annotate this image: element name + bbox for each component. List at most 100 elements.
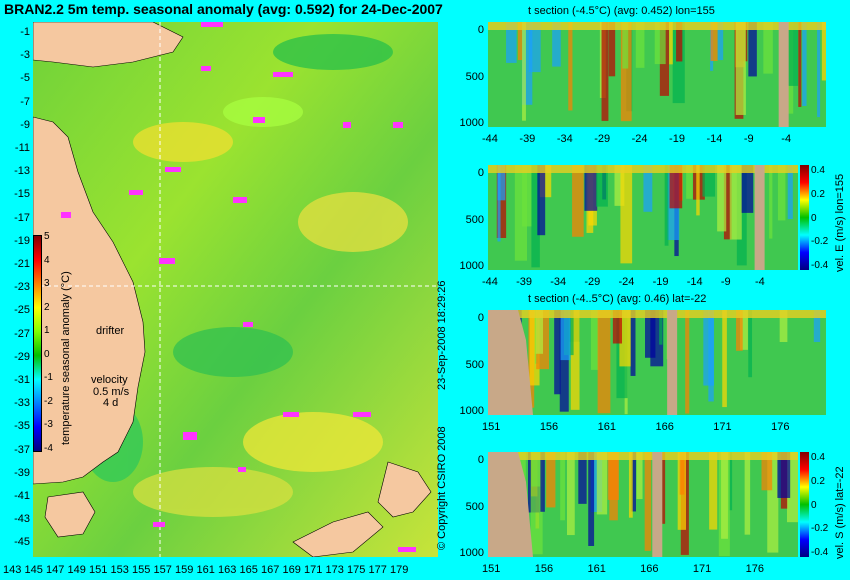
velocity-scale-speed: 0.5 m/s: [93, 386, 130, 398]
section-x-tick: -34: [550, 276, 567, 288]
velocity-colorbar: [800, 165, 809, 270]
depth-tick: 500: [465, 213, 484, 226]
lat-label: -37: [14, 443, 30, 456]
lat-label: -35: [14, 420, 30, 433]
depth-tick: 1000: [459, 117, 484, 129]
section-plot: [488, 452, 798, 557]
lat-label: -11: [14, 142, 30, 154]
section-x-tick: -24: [618, 276, 635, 288]
lat-label: -17: [14, 211, 30, 224]
drifter-label: drifter: [96, 325, 125, 337]
lon-label: 149: [67, 564, 86, 576]
lon-label: 169: [282, 564, 301, 576]
section-x-tick: -44: [482, 276, 498, 288]
depth-tick: 500: [465, 70, 484, 83]
section-x-tick: -9: [720, 276, 731, 288]
section-x-tick: -39: [516, 276, 533, 288]
anomaly-map: [33, 22, 438, 557]
colorbar-tick: 2: [44, 301, 50, 313]
tasmania-land: [44, 491, 96, 538]
section-side-label: vel. E (m/s) lon=155: [834, 173, 846, 272]
lat-label: -7: [20, 95, 30, 108]
section-x-tick: 176: [745, 563, 764, 575]
lon-label: 161: [196, 564, 215, 576]
section-x-tick: -4: [754, 276, 765, 288]
colorbar-label: temperature seasonal anomaly (°C): [60, 271, 72, 445]
section-x-tick: 151: [482, 421, 501, 433]
depth-tick: 0: [477, 24, 484, 36]
new-guinea-land: [33, 22, 184, 68]
lon-label: 173: [325, 564, 344, 576]
colorbar-tick: -3: [44, 419, 53, 430]
colorbar-tick: 3: [44, 278, 50, 289]
colorbar-tick: -4: [44, 442, 53, 454]
section-x-tick: -39: [519, 133, 536, 145]
map-colorbar: [33, 235, 42, 452]
lat-label: -3: [20, 49, 30, 62]
section-x-tick: 156: [539, 421, 559, 433]
depth-tick: 1000: [459, 260, 484, 272]
depth-tick: 500: [465, 500, 484, 513]
section-title: t section (-4.5°C) (avg: 0.452) lon=155: [528, 5, 715, 17]
velocity-colorbar-tick: -0.2: [811, 236, 829, 248]
velocity-colorbar-tick: -0.4: [811, 260, 829, 271]
section-x-tick: 151: [482, 563, 501, 575]
velocity-colorbar-tick: 0.2: [811, 188, 825, 200]
colorbar-tick: 4: [44, 254, 50, 266]
section-x-tick: 166: [640, 563, 659, 575]
velocity-colorbar-tick: 0: [811, 499, 817, 511]
velocity-colorbar-tick: 0.4: [811, 165, 825, 176]
velocity-scale-days: 4 d: [103, 397, 119, 409]
lat-label: -45: [14, 536, 30, 549]
depth-tick: 0: [477, 167, 484, 179]
section-plot: [488, 165, 798, 270]
lat-label: -1: [20, 26, 30, 38]
lon-label: 177: [368, 564, 387, 576]
section-x-tick: -29: [584, 276, 601, 288]
colorbar-tick: 5: [44, 231, 50, 242]
lat-label: -41: [14, 490, 30, 502]
section-x-tick: -19: [652, 276, 669, 288]
lat-label: -23: [14, 281, 30, 294]
lon-label: 155: [132, 564, 151, 576]
velocity-colorbar: [800, 452, 809, 557]
section-side-label: vel. S (m/s) lat=-22: [834, 466, 846, 559]
lat-label: -31: [14, 374, 30, 386]
section-x-tick: 171: [713, 421, 732, 433]
lat-label: -39: [14, 466, 30, 479]
colorbar-tick: 1: [44, 325, 50, 336]
section-x-tick: -24: [631, 133, 648, 145]
lat-label: -15: [14, 188, 30, 201]
section-x-tick: -19: [669, 133, 685, 145]
lon-label: 157: [153, 564, 172, 576]
map-title: BRAN2.2 5m temp. seasonal anomaly (avg: …: [4, 1, 443, 17]
depth-tick: 1000: [459, 547, 484, 559]
lon-label: 151: [89, 564, 108, 576]
copyright: © Copyright CSIRO 2008: [436, 426, 448, 550]
lat-label: -13: [14, 165, 30, 178]
section-title: t section (-4..5°C) (avg: 0.46) lat=-22: [528, 293, 707, 305]
lon-label: 165: [239, 564, 258, 576]
section-x-tick: -29: [594, 133, 611, 145]
velocity-label: velocity: [91, 374, 128, 386]
velocity-colorbar-tick: 0.2: [811, 475, 825, 487]
section-plot: [488, 310, 826, 415]
velocity-colorbar-tick: -0.2: [811, 523, 829, 535]
lat-label: -19: [14, 234, 30, 247]
colorbar-tick: -1: [44, 372, 53, 383]
lon-label: 167: [261, 564, 280, 576]
timestamp: 23-Sep-2008 18:29:26: [436, 280, 448, 390]
drifter-markers: [61, 22, 416, 552]
section-x-tick: -34: [556, 133, 573, 145]
lat-label: -21: [14, 258, 30, 270]
lat-label: -29: [14, 350, 30, 363]
depth-tick: 1000: [459, 405, 484, 417]
lat-label: -25: [14, 304, 30, 317]
lon-label: 153: [110, 564, 129, 576]
lat-label: -33: [14, 397, 30, 410]
section-x-tick: 166: [655, 421, 674, 433]
depth-tick: 500: [465, 358, 484, 371]
lat-label: -43: [14, 513, 30, 526]
section-x-tick: 161: [587, 563, 606, 575]
lon-label: 171: [304, 564, 323, 576]
